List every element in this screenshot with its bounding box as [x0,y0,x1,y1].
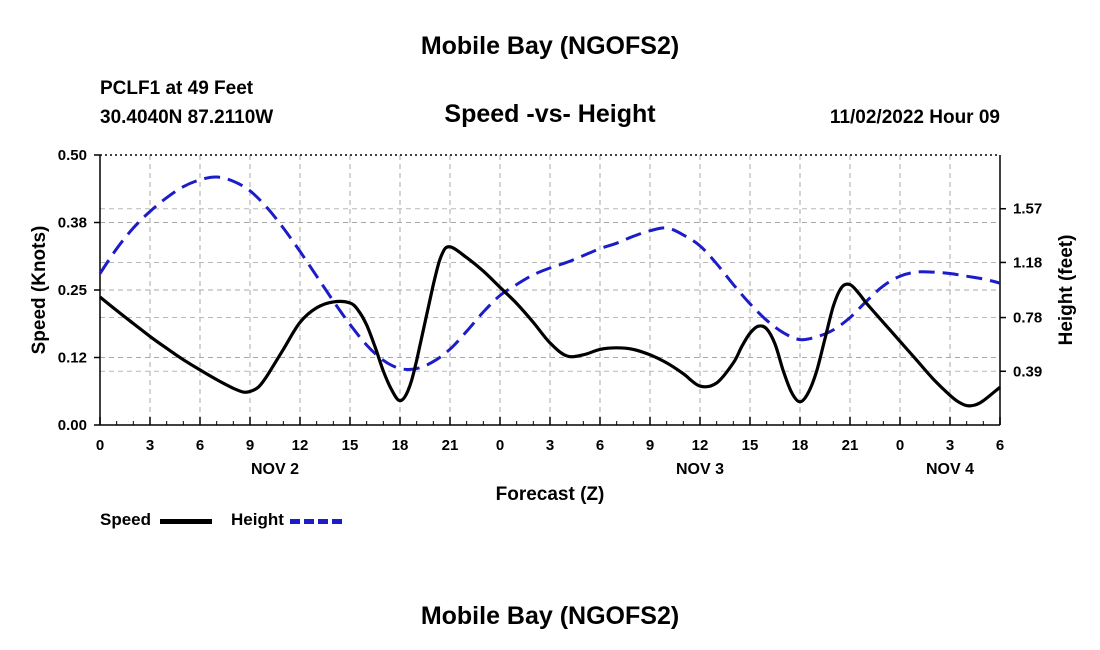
station-label: PCLF1 at 49 Feet [100,78,254,99]
x-date-label: NOV 3 [676,461,724,478]
x-tick-label: 21 [842,437,859,454]
series [98,175,1001,408]
x-tick-label: 3 [146,437,154,454]
x-date-label: NOV 2 [251,461,299,478]
coordinates-label: 30.4040N 87.2110W [100,107,274,128]
x-tick-label: 21 [442,437,459,454]
x-tick-label: 6 [996,437,1004,454]
x-tick-label: 6 [596,437,604,454]
x-tick-label: 0 [496,437,504,454]
x-tick-label: 15 [742,437,759,454]
x-tick-label: 15 [342,437,359,454]
y-tick-label: 0.38 [58,215,87,232]
page-title-top: Mobile Bay (NGOFS2) [420,32,680,60]
y2-tick-label: 0.78 [1013,310,1042,327]
y-tick-label: 0.00 [58,417,87,434]
x-tick-label: 0 [96,437,104,454]
forecast-timestamp: 11/02/2022 Hour 09 [829,107,1000,128]
y-tick-label: 0.50 [58,147,87,164]
series-line-height [98,175,1001,371]
x-tick-label: 12 [292,437,309,454]
x-tick-label: 18 [792,437,809,454]
x-tick-label: 0 [896,437,904,454]
axes: 0 3 6 9 12 15 18 21 0 3 6 9 12 15 18 21 0 3 6 NOV 2 NOV 3 NOV… [58,147,1042,478]
y2-axis-title: Height (feet) [1056,235,1077,346]
page-title-bottom: Mobile Bay (NGOFS2) [420,602,680,630]
x-tick-label: 12 [692,437,709,454]
x-axis-title: Forecast (Z) [496,484,605,505]
y-tick-label: 0.25 [58,282,87,299]
x-tick-label: 6 [196,437,204,454]
y2-tick-label: 1.18 [1013,254,1042,271]
legend-label-speed: Speed [100,510,152,529]
chart-title: Speed -vs- Height [444,100,656,128]
y-tick-label: 0.12 [58,350,87,367]
y-axis-title: Speed (Knots) [29,226,50,355]
x-tick-label: 9 [246,437,254,454]
x-tick-label: 3 [946,437,954,454]
x-tick-label: 3 [546,437,554,454]
legend-label-height: Height [231,510,284,529]
legend-swatch-height [290,519,342,524]
grid [100,155,1000,425]
legend-swatch-speed [160,519,212,524]
y2-tick-label: 0.39 [1013,363,1042,380]
y2-tick-label: 1.57 [1013,201,1042,218]
series-line-speed [98,245,1001,408]
x-tick-label: 9 [646,437,654,454]
x-date-label: NOV 4 [926,461,974,478]
x-tick-label: 18 [392,437,409,454]
